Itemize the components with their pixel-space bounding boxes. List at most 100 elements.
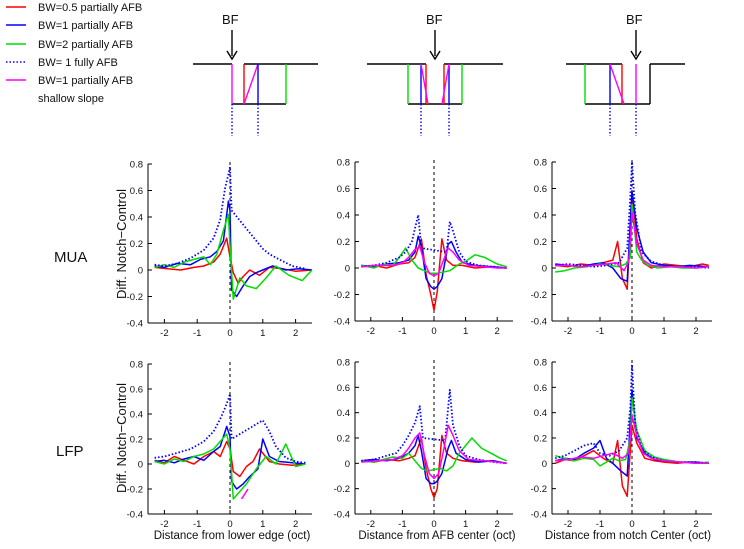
x-tick-label: -1 bbox=[596, 326, 604, 337]
panel-MUA-notch-center: -0.4 -0.2 0 0.2 0.4 0.6 0.8 -2 -1 0 1 2 bbox=[531, 158, 712, 337]
series-line-bw-1-partially-afb-shallow-slope bbox=[555, 211, 709, 272]
x-tick-label: 2 bbox=[293, 519, 298, 530]
y-tick-label: -0.2 bbox=[127, 292, 143, 303]
x-tick-label: 2 bbox=[293, 328, 298, 339]
y-tick-label: -0.2 bbox=[334, 484, 350, 495]
panel-LFP-lower-edge: -0.4 -0.2 0 0.2 0.4 0.6 0.8 -2 -1 0 1 2 bbox=[127, 360, 312, 530]
bf-label-3: BF bbox=[626, 12, 643, 27]
y-tick-label: 0 bbox=[542, 459, 547, 470]
y-tick-label: 0.8 bbox=[534, 358, 547, 369]
x-tick-label: -1 bbox=[398, 519, 406, 530]
panel-LFP-AFB-center: -0.4 -0.2 0 0.2 0.4 0.6 0.8 -2 -1 0 1 2 bbox=[334, 358, 513, 530]
chart-panels: -0.4 -0.2 0 0.2 0.4 0.6 0.8 -2 -1 0 1 2 -0.4 -0.2 0 0.2… bbox=[127, 158, 712, 530]
row-label-mua: MUA bbox=[54, 249, 87, 266]
y-tick-label: -0.2 bbox=[531, 290, 547, 301]
x-tick-label: -2 bbox=[367, 519, 375, 530]
y-tick-label: 0.4 bbox=[130, 213, 143, 224]
xlabel-lower-edge: Distance from lower edge (oct) bbox=[154, 530, 311, 542]
schematic-slope-3a bbox=[609, 63, 625, 105]
x-tick-label: 1 bbox=[260, 328, 265, 339]
x-tick-label: 1 bbox=[463, 326, 468, 337]
y-tick-label: 0.4 bbox=[337, 211, 350, 222]
y-tick-label: 0 bbox=[345, 459, 350, 470]
bf-arrowhead-1 bbox=[226, 50, 238, 61]
y-tick-label: 0.6 bbox=[337, 184, 350, 195]
x-tick-label: -2 bbox=[160, 519, 168, 530]
y-tick-label: -0.4 bbox=[127, 510, 143, 521]
legend-label-bw05: BW=0.5 partially AFB bbox=[38, 2, 142, 14]
y-tick-label: 0.6 bbox=[534, 383, 547, 394]
x-tick-label: 2 bbox=[693, 519, 698, 530]
x-tick-label: 0 bbox=[227, 328, 232, 339]
x-tick-label: 1 bbox=[661, 519, 666, 530]
x-tick-label: 1 bbox=[661, 326, 666, 337]
legend-label-bw1: BW=1 partially AFB bbox=[38, 20, 133, 32]
x-tick-label: 2 bbox=[693, 326, 698, 337]
panel-LFP-notch-center: -0.4 -0.2 0 0.2 0.4 0.6 0.8 -2 -1 0 1 2 bbox=[531, 358, 712, 530]
series-line-bw-1-partially-afb-shallow-slope bbox=[240, 488, 249, 500]
y-tick-label: 0 bbox=[138, 460, 143, 471]
series-line-bw-2-partially-afb bbox=[154, 433, 306, 500]
y-tick-label: 0.8 bbox=[534, 158, 547, 169]
y-tick-label: 0.2 bbox=[130, 435, 143, 446]
y-tick-label: -0.4 bbox=[334, 510, 350, 521]
series-line-bw-2-partially-afb bbox=[361, 437, 507, 472]
x-tick-label: -1 bbox=[193, 519, 201, 530]
y-tick-label: 0.6 bbox=[130, 186, 143, 197]
series-line-bw-1-partially-afb-shallow-slope bbox=[361, 246, 507, 277]
y-tick-label: 0.8 bbox=[337, 158, 350, 169]
ylabel-lfp: Diff. Notch−Control bbox=[114, 383, 129, 493]
ylabel-mua: Diff. Notch−Control bbox=[114, 189, 129, 299]
series-line-bw-1-fully-afb bbox=[361, 214, 507, 269]
series-line-bw-1-partially-afb-shallow-slope bbox=[555, 414, 709, 465]
y-tick-label: 0.6 bbox=[534, 184, 547, 195]
x-tick-label: -1 bbox=[596, 519, 604, 530]
y-tick-label: 0.4 bbox=[337, 408, 350, 419]
legend-label-shallow-2: shallow slope bbox=[38, 93, 104, 105]
series-line-bw-1-fully-afb bbox=[154, 393, 306, 464]
series-line-bw-1-fully-afb bbox=[361, 388, 507, 465]
series-line-bw-0-5-partially-afb bbox=[361, 434, 507, 499]
y-tick-label: 0.2 bbox=[130, 239, 143, 250]
y-tick-label: 0.4 bbox=[534, 408, 547, 419]
series-line-bw-1-partially-afb bbox=[154, 200, 313, 298]
x-tick-label: -1 bbox=[193, 328, 201, 339]
row-label-lfp: LFP bbox=[56, 443, 84, 460]
bf-label-2: BF bbox=[426, 12, 443, 27]
x-tick-label: 1 bbox=[260, 519, 265, 530]
x-tick-label: 0 bbox=[431, 326, 436, 337]
series-line-bw-2-partially-afb bbox=[555, 396, 709, 467]
series-line-bw-2-partially-afb bbox=[154, 213, 313, 300]
panel-MUA-lower-edge: -0.4 -0.2 0 0.2 0.4 0.6 0.8 -2 -1 0 1 2 bbox=[127, 160, 313, 339]
y-tick-label: 0.2 bbox=[337, 434, 350, 445]
series-line-bw-0-5-partially-afb bbox=[554, 424, 709, 498]
y-tick-label: 0.6 bbox=[130, 385, 143, 396]
y-tick-label: 0 bbox=[138, 266, 143, 277]
y-tick-label: 0.8 bbox=[130, 360, 143, 371]
legend-label-bw1-fully: BW= 1 fully AFB bbox=[38, 57, 118, 69]
schematic-afb-center: BF bbox=[367, 12, 503, 136]
x-tick-label: 1 bbox=[463, 519, 468, 530]
y-tick-label: -0.2 bbox=[127, 485, 143, 496]
schematic-lower-edge: BF bbox=[193, 12, 318, 136]
schematic-slope-2b bbox=[441, 63, 450, 105]
panel-MUA-AFB-center: -0.4 -0.2 0 0.2 0.4 0.6 0.8 -2 -1 0 1 2 bbox=[334, 158, 513, 337]
x-tick-label: 2 bbox=[495, 326, 500, 337]
x-tick-label: -2 bbox=[564, 326, 572, 337]
bf-arrowhead-2 bbox=[429, 50, 441, 61]
y-tick-label: 0.4 bbox=[130, 410, 143, 421]
y-tick-label: 0.4 bbox=[534, 211, 547, 222]
y-tick-label: -0.2 bbox=[531, 484, 547, 495]
x-tick-label: 0 bbox=[629, 326, 634, 337]
y-tick-label: 0.6 bbox=[337, 383, 350, 394]
y-tick-label: 0 bbox=[542, 264, 547, 275]
series-line-bw-0-5-partially-afb bbox=[154, 237, 313, 285]
x-tick-label: 2 bbox=[495, 519, 500, 530]
y-tick-label: -0.4 bbox=[127, 319, 143, 330]
series-line-bw-1-fully-afb bbox=[154, 165, 306, 270]
x-tick-label: -1 bbox=[398, 326, 406, 337]
bf-arrowhead-3 bbox=[630, 50, 642, 61]
x-tick-label: 0 bbox=[227, 519, 232, 530]
bf-label-1: BF bbox=[222, 12, 239, 27]
y-tick-label: 0.8 bbox=[337, 358, 350, 369]
